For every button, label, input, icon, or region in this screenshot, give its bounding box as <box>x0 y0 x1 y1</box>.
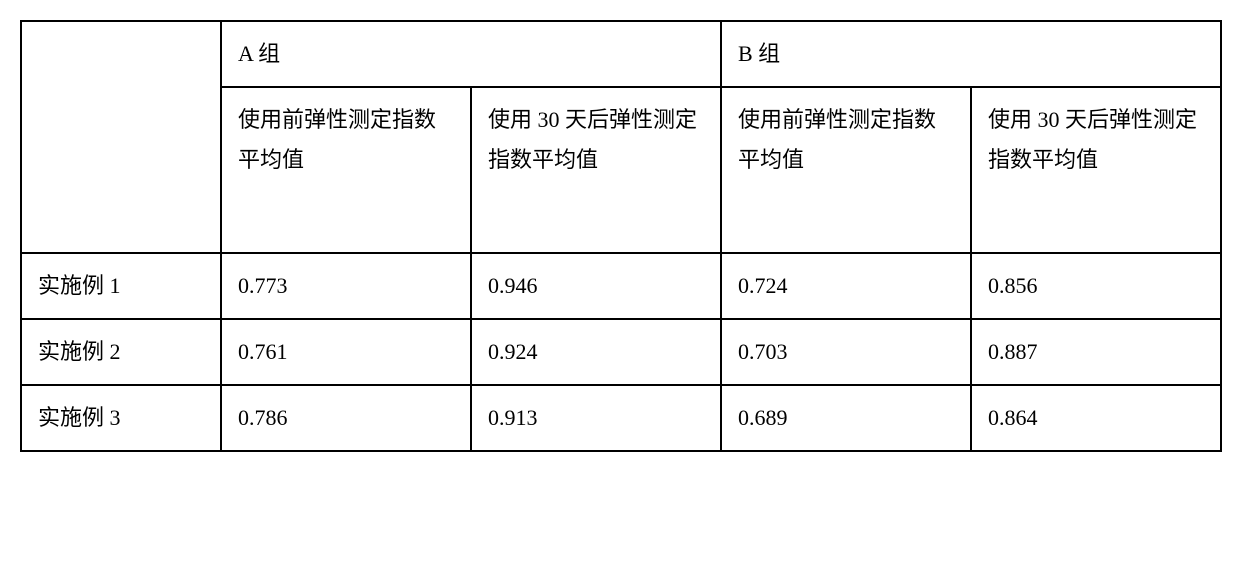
group-b-header: B 组 <box>721 21 1221 87</box>
subheader-a-before: 使用前弹性测定指数平均值 <box>221 87 471 253</box>
cell-b-after: 0.856 <box>971 253 1221 319</box>
subheader-a-after: 使用 30 天后弹性测定指数平均值 <box>471 87 721 253</box>
cell-a-after: 0.913 <box>471 385 721 451</box>
cell-b-before: 0.689 <box>721 385 971 451</box>
empty-header-cell <box>21 21 221 253</box>
table-row: 实施例 3 0.786 0.913 0.689 0.864 <box>21 385 1221 451</box>
row-label: 实施例 1 <box>21 253 221 319</box>
cell-b-before: 0.724 <box>721 253 971 319</box>
subheader-b-after: 使用 30 天后弹性测定指数平均值 <box>971 87 1221 253</box>
row-label: 实施例 3 <box>21 385 221 451</box>
group-a-header: A 组 <box>221 21 721 87</box>
cell-b-after: 0.864 <box>971 385 1221 451</box>
table-row: 实施例 1 0.773 0.946 0.724 0.856 <box>21 253 1221 319</box>
cell-a-after: 0.946 <box>471 253 721 319</box>
cell-b-after: 0.887 <box>971 319 1221 385</box>
cell-a-before: 0.761 <box>221 319 471 385</box>
subheader-b-before: 使用前弹性测定指数平均值 <box>721 87 971 253</box>
cell-b-before: 0.703 <box>721 319 971 385</box>
cell-a-before: 0.773 <box>221 253 471 319</box>
cell-a-after: 0.924 <box>471 319 721 385</box>
table-row-group-header: A 组 B 组 <box>21 21 1221 87</box>
elasticity-data-table: A 组 B 组 使用前弹性测定指数平均值 使用 30 天后弹性测定指数平均值 使… <box>20 20 1222 452</box>
cell-a-before: 0.786 <box>221 385 471 451</box>
table-row: 实施例 2 0.761 0.924 0.703 0.887 <box>21 319 1221 385</box>
row-label: 实施例 2 <box>21 319 221 385</box>
